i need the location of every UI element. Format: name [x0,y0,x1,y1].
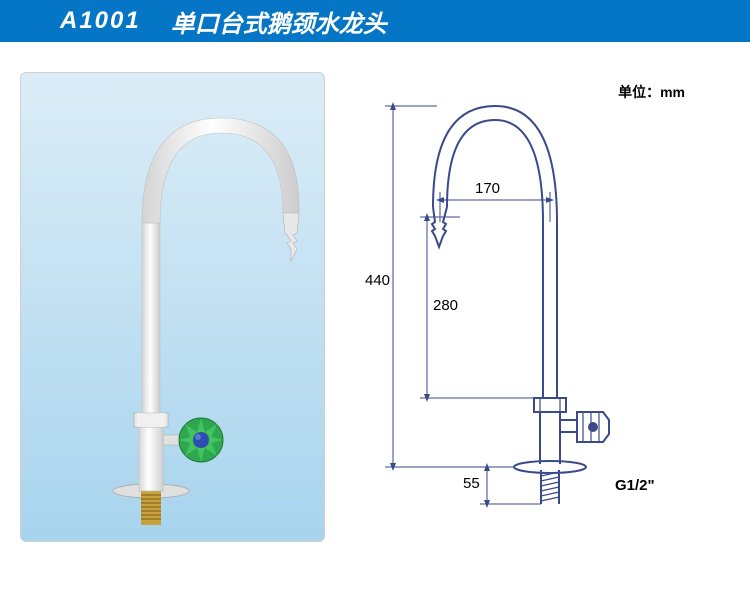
technical-diagram: 单位：mm [365,72,695,542]
dim-spout-height: 280 [433,297,458,314]
product-photo [20,72,325,542]
product-name: 单口台式鹅颈水龙头 [171,4,387,39]
dim-reach: 170 [475,180,500,197]
dimension-drawing [365,72,695,542]
dim-total-height: 440 [365,272,390,289]
thread-spec: G1/2" [615,477,655,494]
header-bar: A1001 单口台式鹅颈水龙头 [0,0,750,42]
model-code: A1001 [60,7,141,35]
dim-base-height: 55 [463,475,480,492]
unit-label: 单位：mm [618,82,685,102]
content-area: 单位：mm [0,42,750,572]
valve-knob [179,418,223,462]
faucet-illustration [21,73,326,543]
